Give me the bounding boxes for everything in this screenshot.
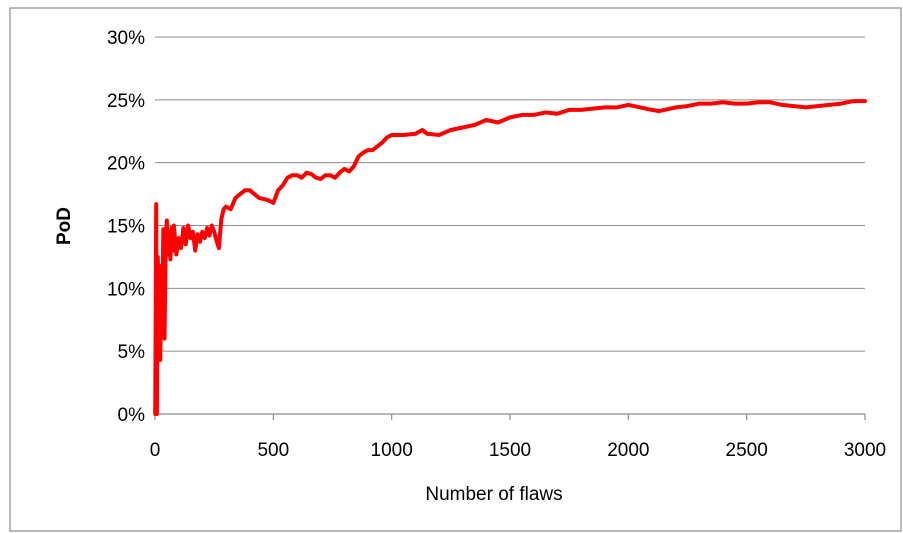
x-tick-label: 2000: [607, 440, 649, 461]
y-tick-label: 30%: [107, 28, 145, 49]
y-tick-label: 10%: [107, 279, 145, 300]
x-tick-label: 3000: [844, 440, 886, 461]
y-tick-label: 25%: [107, 91, 145, 112]
y-tick-label: 5%: [118, 342, 146, 363]
gridlines: [155, 36, 865, 352]
x-tick-label: 1000: [371, 440, 413, 461]
x-tick-label: 500: [257, 440, 289, 461]
y-tick-label: 20%: [107, 154, 145, 175]
y-tick-label: 0%: [118, 405, 146, 426]
y-tick-labels: 0% 5% 10% 15% 20% 25% 30%: [107, 28, 145, 426]
x-tick-label: 1500: [489, 440, 531, 461]
y-tick-label: 15%: [107, 217, 145, 238]
x-tick-labels: 0 500 1000 1500 2000 2500 3000: [150, 440, 886, 461]
series-line: [153, 99, 867, 416]
x-axis-title: Number of flaws: [425, 484, 562, 505]
x-tick-label: 0: [150, 440, 161, 461]
x-tick-label: 2500: [726, 440, 768, 461]
y-axis-title: PoD: [54, 207, 75, 245]
